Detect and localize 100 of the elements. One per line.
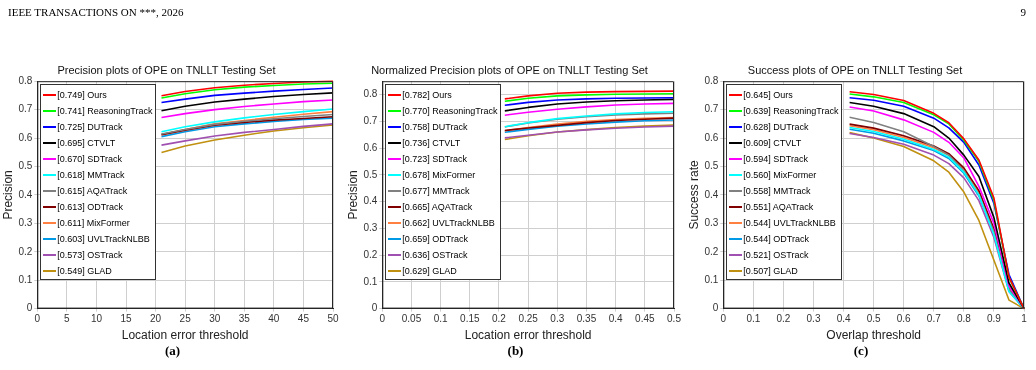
y-tick-label: 0.3 [363, 222, 378, 234]
y-tick-label: 0.8 [704, 74, 719, 86]
y-tick-label: 0.7 [704, 103, 719, 115]
legend-label: [0.659] ODTrack [402, 234, 468, 245]
legend-label: [0.677] MMTrack [402, 186, 470, 197]
x-tick-label: 0.05 [401, 313, 422, 325]
legend-label: [0.662] UVLTrackNLBB [402, 218, 495, 229]
legend-label: [0.665] AQATrack [402, 202, 473, 213]
x-tick-label: 35 [238, 313, 251, 325]
x-axis-title: Overlap threshold [826, 328, 922, 343]
y-tick-label: 0.4 [704, 188, 719, 200]
legend-label: [0.549] GLAD [57, 266, 112, 277]
legend-label: [0.741] ReasoningTrack [57, 106, 153, 117]
y-tick-label: 0.4 [18, 188, 33, 200]
chart-title: Precision plots of OPE on TNLLT Testing Set [57, 63, 276, 76]
x-tick-label: 45 [297, 313, 310, 325]
text: (a) [163, 343, 182, 359]
x-tick-label: 0.6 [896, 313, 912, 325]
x-tick-label: 30 [209, 313, 221, 325]
y-tick-label: 0 [26, 302, 33, 314]
x-tick-label: 50 [327, 313, 339, 325]
x-tick-label: 40 [268, 313, 280, 325]
text: (c) [852, 343, 870, 359]
x-tick-label: 0.4 [836, 313, 851, 325]
x-tick-label: 0 [720, 313, 727, 325]
legend-label: [0.558] MMTrack [743, 186, 811, 197]
y-tick-label: 0.8 [363, 88, 378, 100]
x-axis-title: Location error threshold [121, 328, 249, 343]
y-axis-title: Precision [0, 170, 15, 220]
y-tick-label: 0.5 [18, 160, 33, 172]
x-tick-label: 0.2 [492, 313, 507, 325]
legend-label: [0.670] SDTrack [57, 154, 122, 165]
x-tick-label: 0.9 [986, 313, 1002, 325]
legend-label: [0.573] OSTrack [57, 250, 123, 261]
x-tick-label: 0.4 [608, 313, 624, 325]
legend-label: [0.594] SDTrack [743, 154, 808, 165]
y-tick-label: 0.2 [18, 245, 33, 257]
legend-label: [0.628] DUTrack [743, 122, 809, 133]
x-tick-label: 0.45 [635, 313, 655, 325]
x-tick-label: 1 [1021, 313, 1028, 325]
x-tick-label: 5 [64, 313, 71, 325]
x-tick-label: 0.5 [667, 313, 682, 325]
x-tick-label: 0.35 [576, 313, 597, 325]
legend-label: [0.678] MixFormer [402, 170, 476, 181]
y-tick-label: 0.3 [18, 217, 33, 229]
chart-title: Success plots of OPE on TNLLT Testing Set [747, 63, 963, 76]
chart-title: Normalized Precision plots of OPE on TNLLT Testing Set [371, 63, 648, 76]
legend-label: [0.723] SDTrack [402, 154, 467, 165]
y-tick-label: 0.7 [363, 115, 378, 127]
text: 9 [1020, 6, 1026, 18]
legend-label: [0.609] CTVLT [743, 138, 802, 149]
legend-label: [0.758] DUTrack [402, 122, 468, 133]
text: IEEE TRANSACTIONS ON ***, 2026 [8, 6, 184, 18]
legend-label: [0.544] UVLTrackNLBB [743, 218, 836, 229]
x-tick-label: 0.3 [550, 313, 565, 325]
legend-label: [0.613] ODTrack [57, 202, 123, 213]
x-tick-label: 0.3 [806, 313, 821, 325]
legend-label: [0.615] AQATrack [57, 186, 128, 197]
y-tick-label: 0.4 [363, 195, 378, 207]
legend-label: [0.749] Ours [57, 90, 107, 101]
y-tick-label: 0.5 [704, 160, 719, 172]
y-tick-label: 0.7 [18, 103, 33, 115]
y-tick-label: 0.3 [704, 217, 719, 229]
legend-label: [0.544] ODTrack [743, 234, 809, 245]
text: (b) [506, 343, 525, 359]
y-axis-title: Success rate [686, 159, 701, 230]
y-tick-label: 0.8 [18, 74, 33, 86]
legend-label: [0.629] GLAD [402, 266, 457, 277]
legend-label: [0.507] GLAD [743, 266, 798, 277]
x-tick-label: 25 [179, 313, 192, 325]
y-tick-label: 0.6 [704, 131, 719, 143]
y-tick-label: 0.2 [363, 248, 378, 260]
legend-label: [0.782] Ours [402, 90, 452, 101]
x-tick-label: 0.8 [956, 313, 972, 325]
y-tick-label: 0.6 [18, 131, 33, 143]
x-tick-label: 10 [90, 313, 103, 325]
legend-label: [0.736] CTVLT [402, 138, 461, 149]
legend-label: [0.636] OSTrack [402, 250, 468, 261]
legend-label: [0.725] DUTrack [57, 122, 123, 133]
y-tick-label: 0.2 [704, 245, 719, 257]
x-axis-title: Location error threshold [464, 328, 592, 343]
y-tick-label: 0.1 [18, 273, 33, 285]
legend-label: [0.560] MixFormer [743, 170, 817, 181]
y-tick-label: 0 [371, 302, 378, 314]
legend-label: [0.695] CTVLT [57, 138, 116, 149]
x-tick-label: 0 [34, 313, 41, 325]
y-tick-label: 0.6 [363, 141, 378, 153]
y-tick-label: 0.1 [363, 275, 378, 287]
legend-label: [0.551] AQATrack [743, 202, 814, 213]
x-tick-label: 20 [150, 313, 162, 325]
x-tick-label: 0.1 [746, 313, 761, 325]
x-tick-label: 0.25 [518, 313, 539, 325]
legend-label: [0.603] UVLTrackNLBB [57, 234, 150, 245]
legend-label: [0.618] MMTrack [57, 170, 125, 181]
x-tick-label: 0.1 [433, 313, 449, 325]
legend-label: [0.770] ReasoningTrack [402, 106, 498, 117]
x-tick-label: 0.5 [866, 313, 882, 325]
legend-label: [0.645] Ours [743, 90, 793, 101]
x-tick-label: 0 [379, 313, 386, 325]
x-tick-label: 0.7 [926, 313, 942, 325]
